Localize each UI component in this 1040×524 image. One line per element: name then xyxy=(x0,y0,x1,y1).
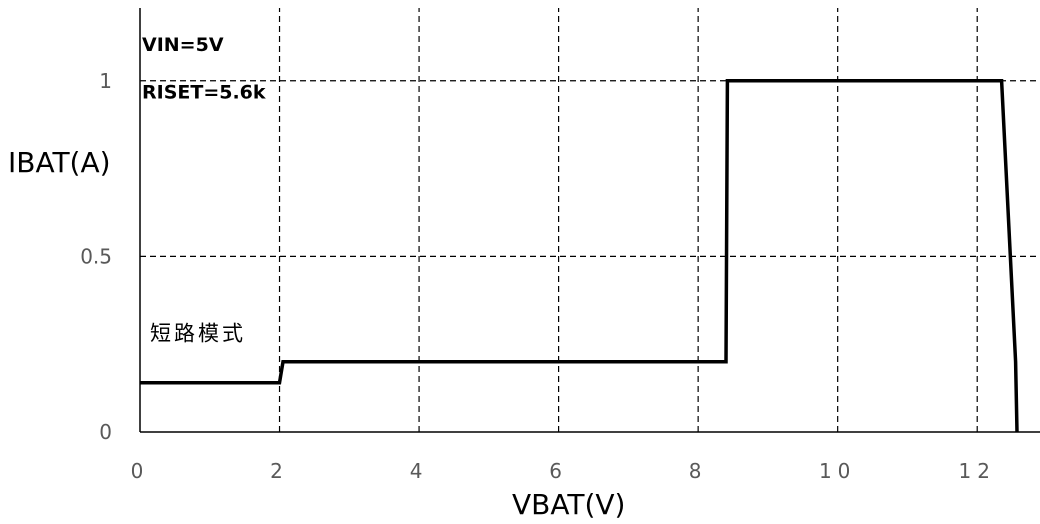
series-line xyxy=(140,79,1019,433)
grid-lines xyxy=(140,8,1040,432)
annotation-short-mode: 短路模式 xyxy=(150,322,246,346)
x-tick-label: 12 xyxy=(958,459,995,483)
x-tick-label: 2 xyxy=(270,459,289,483)
tick-labels: 0 2 4 6 8 10 12 0 0.5 1 xyxy=(80,69,995,483)
x-tick-label: 6 xyxy=(549,459,568,483)
y-tick-label: 0 xyxy=(99,420,112,444)
x-tick-label: 10 xyxy=(819,459,856,483)
series-layer xyxy=(140,79,1019,433)
axes xyxy=(139,8,1040,433)
annotation-vin: VIN=5V xyxy=(142,34,224,56)
x-axis-title: VBAT(V) xyxy=(512,488,625,521)
annotation-riset: RISET=5.6k xyxy=(142,82,266,104)
y-tick-label: 0.5 xyxy=(80,244,112,268)
y-tick-label: 1 xyxy=(99,69,112,93)
x-tick-label: 0 xyxy=(131,459,150,483)
x-tick-label: 8 xyxy=(689,459,708,483)
y-axis-title: IBAT(A) xyxy=(8,146,111,179)
x-tick-label: 4 xyxy=(410,459,429,483)
annotations: VIN=5V RISET=5.6k 短路模式 xyxy=(142,34,266,345)
